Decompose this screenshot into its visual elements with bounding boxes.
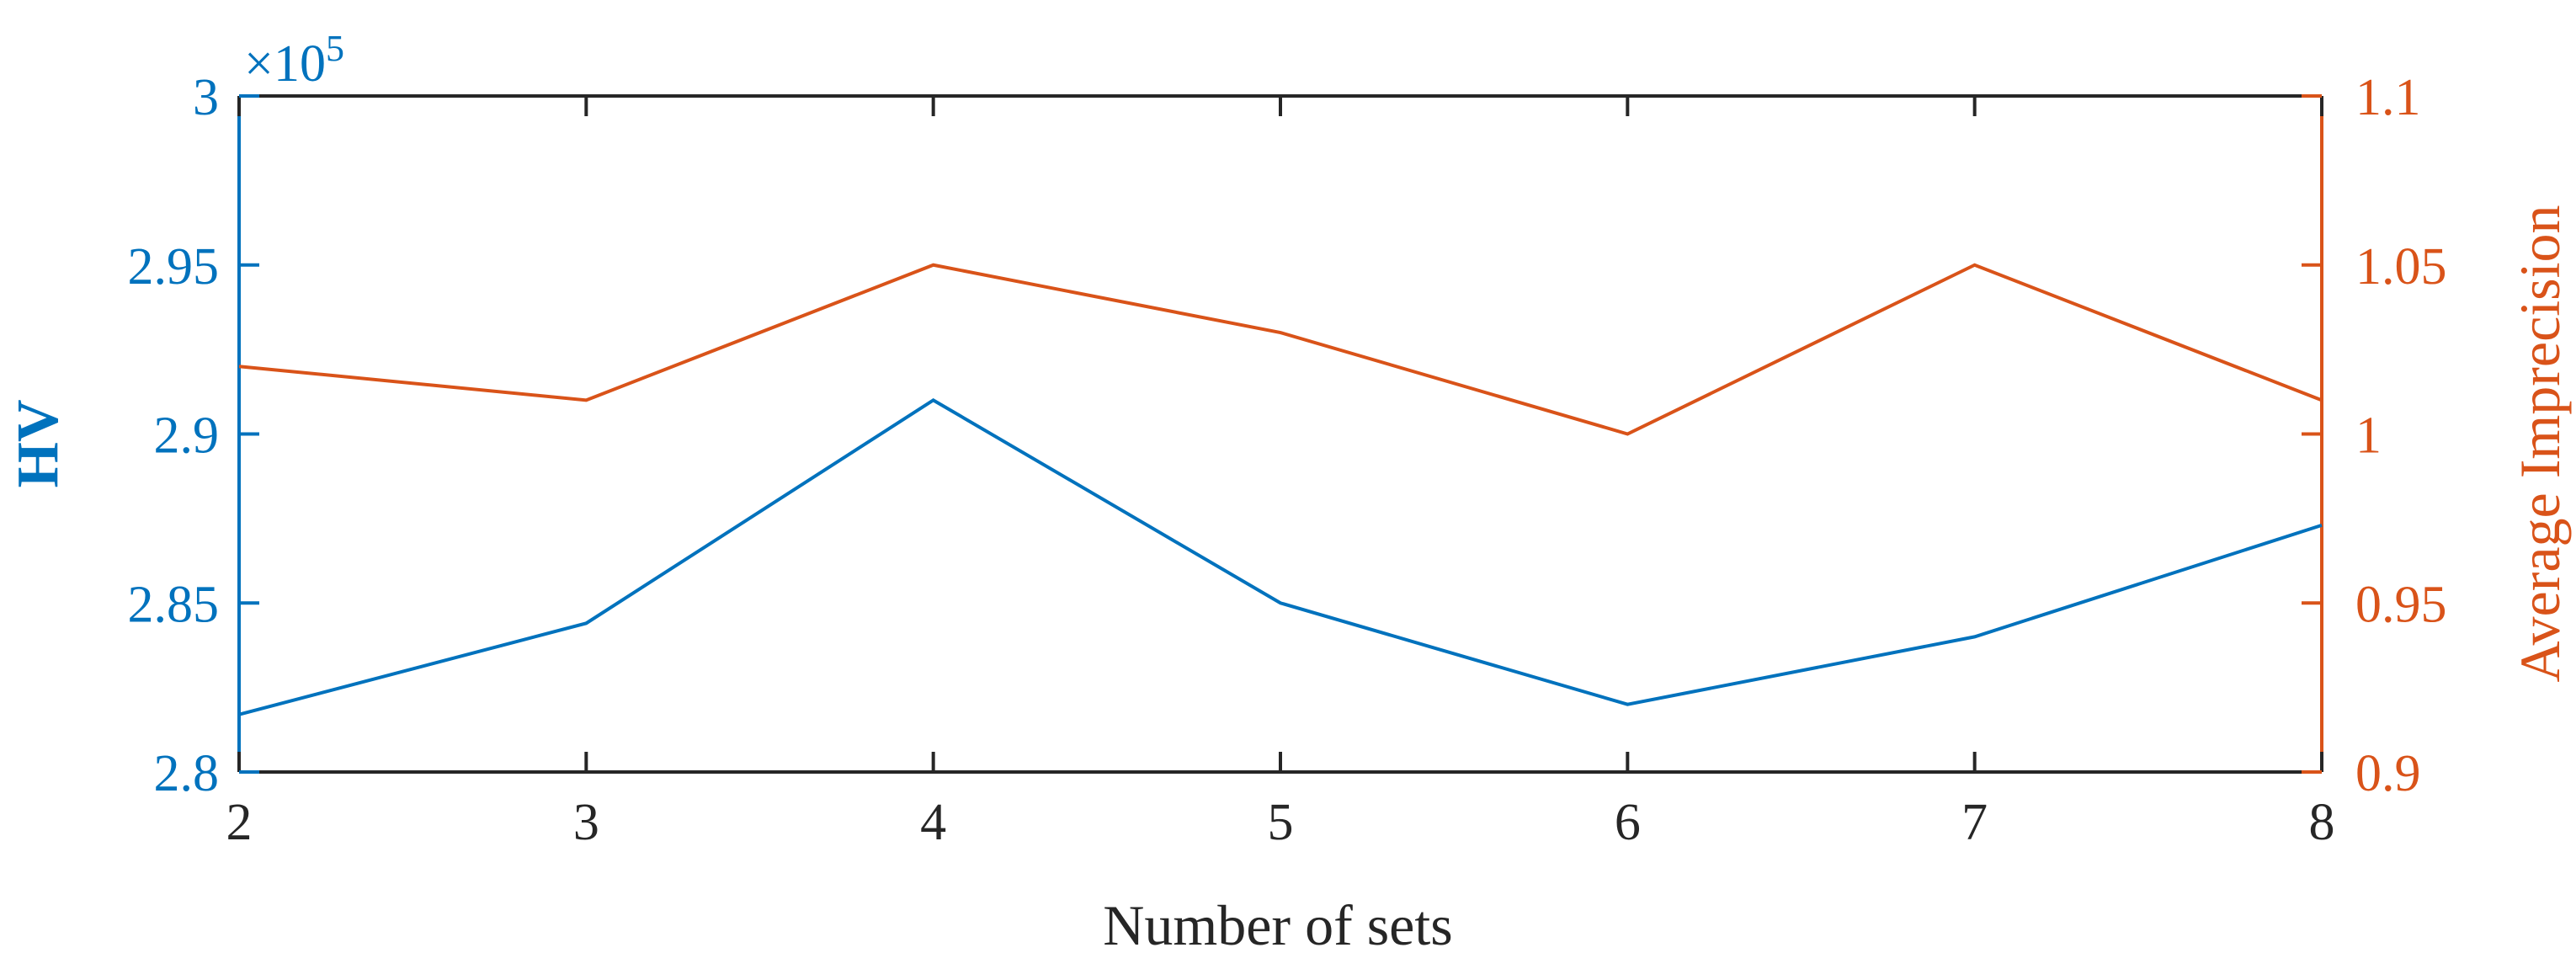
- x-axis-title: Number of sets: [1103, 893, 1452, 957]
- x-tick-label: 8: [2309, 794, 2335, 851]
- x-tick-label: 6: [1615, 794, 1641, 851]
- hv-line: [238, 398, 2323, 716]
- right-y-tick-label: 0.95: [2355, 576, 2447, 633]
- right-y-tick-label: 1.05: [2355, 238, 2447, 295]
- hv-point: [1627, 704, 1628, 705]
- left-y-tick-label: 2.95: [128, 238, 220, 295]
- right-y-tick-label: 0.9: [2355, 745, 2421, 802]
- left-axis-multiplier: ×105: [244, 28, 344, 93]
- x-tick-label: 3: [573, 794, 599, 851]
- average-imprecision-point: [933, 264, 934, 265]
- hv-point: [239, 714, 240, 715]
- x-tick-label: 5: [1268, 794, 1294, 851]
- right-y-axis-ticks: 0.9 0.95 1 1.05 1.1: [2302, 69, 2447, 802]
- x-axis-ticks: 2 3 4 5 6 7 8: [226, 96, 2335, 851]
- average-imprecision-point: [239, 366, 240, 367]
- series-layer: [238, 263, 2323, 716]
- multiplier-exponent: 5: [326, 28, 344, 69]
- x-tick-label: 7: [1961, 794, 1988, 851]
- hv-point: [586, 623, 587, 624]
- left-y-axis-ticks: 2.8 2.85 2.9 2.95 3: [128, 69, 259, 802]
- multiplier-base: ×10: [244, 35, 326, 93]
- left-y-tick-label: 2.9: [154, 407, 220, 465]
- left-y-tick-label: 3: [193, 69, 219, 126]
- hv-point: [933, 400, 934, 401]
- average-imprecision-line: [238, 263, 2323, 436]
- hv-point: [1280, 603, 1281, 604]
- average-imprecision-point: [2322, 400, 2323, 401]
- x-tick-label: 2: [226, 794, 253, 851]
- right-y-tick-label: 1: [2355, 407, 2382, 465]
- average-imprecision-point: [586, 400, 587, 401]
- left-y-tick-label: 2.8: [154, 745, 220, 802]
- average-imprecision-point: [1974, 264, 1975, 265]
- hv-point: [1974, 636, 1975, 637]
- hv-point: [2322, 524, 2323, 525]
- right-y-axis-title: Average Imprecision: [2508, 205, 2572, 682]
- left-y-tick-label: 2.85: [128, 576, 220, 633]
- left-y-axis-title: HV: [6, 400, 71, 488]
- x-tick-label: 4: [920, 794, 946, 851]
- right-y-tick-label: 1.1: [2355, 69, 2421, 126]
